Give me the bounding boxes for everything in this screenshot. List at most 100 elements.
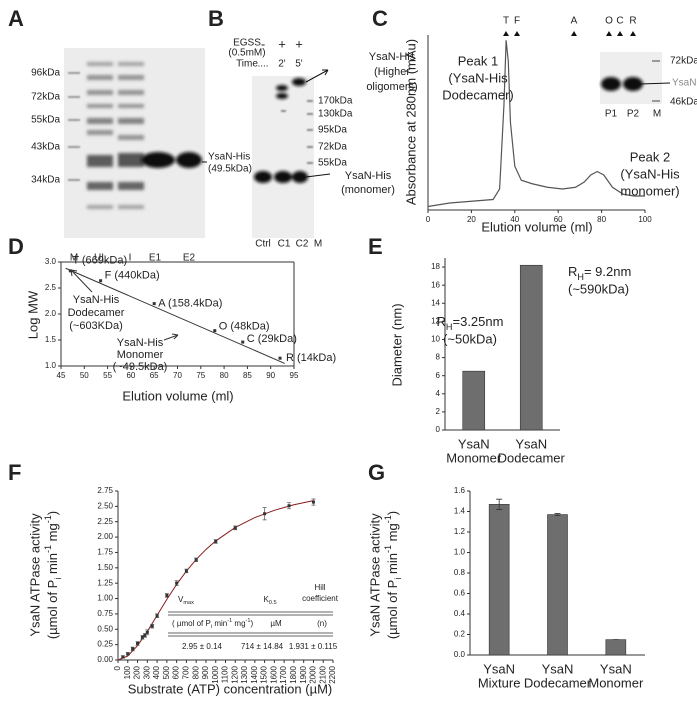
monomer-label: (monomer) bbox=[341, 184, 395, 196]
lane-label: C1 bbox=[278, 239, 291, 250]
y-tick-label: 1.4 bbox=[454, 507, 466, 516]
data-point bbox=[184, 569, 188, 573]
x-tick-label: 1100 bbox=[221, 665, 230, 683]
y-tick-label: 12 bbox=[431, 316, 440, 325]
data-point bbox=[194, 558, 198, 562]
annotation: (~50kDa) bbox=[443, 331, 497, 346]
x-tick-label: 0 bbox=[426, 215, 431, 224]
x-tick-label: 900 bbox=[201, 665, 210, 679]
point-label: O (48kDa) bbox=[219, 321, 270, 333]
data-point bbox=[143, 633, 147, 637]
y-tick-label: 14 bbox=[431, 298, 440, 307]
x-tick-label: 500 bbox=[162, 665, 171, 679]
y-tick-label: 1.0 bbox=[45, 361, 57, 370]
y-axis-label-part: -1 bbox=[383, 545, 393, 553]
x-tick-label: Monomer bbox=[588, 675, 644, 690]
marker bbox=[630, 31, 636, 36]
table-header-part: 0.5 bbox=[269, 600, 277, 606]
y-axis-label: YsaN ATPase activity bbox=[27, 513, 42, 637]
panel-letter: A bbox=[8, 6, 24, 31]
lane-label: C2 bbox=[296, 239, 309, 250]
y-tick-label: 1.25 bbox=[97, 578, 113, 587]
table-header-part: K bbox=[263, 595, 269, 604]
y-tick-label: 0.0 bbox=[454, 650, 466, 659]
x-tick-label: 1800 bbox=[289, 665, 298, 683]
data-point bbox=[68, 269, 72, 273]
ladder-label: 95kDa bbox=[318, 125, 347, 136]
x-tick-label: 55 bbox=[103, 371, 112, 380]
marker-label: F bbox=[514, 16, 520, 27]
table-header: Vmax bbox=[178, 595, 194, 606]
x-tick-label: Mixture bbox=[478, 675, 521, 690]
y-tick-label: 2.25 bbox=[97, 517, 113, 526]
y-tick-label: 2 bbox=[436, 407, 441, 416]
annotation-part: R bbox=[437, 314, 446, 329]
data-point bbox=[241, 340, 245, 344]
x-tick-label: 60 bbox=[126, 371, 135, 380]
ladder-label: 170kDa bbox=[318, 96, 353, 107]
marker bbox=[514, 31, 520, 36]
y-tick-label: 3.0 bbox=[45, 257, 57, 266]
y-tick-label: 10 bbox=[431, 335, 440, 344]
arrow bbox=[70, 269, 93, 293]
oligomer-label: YsaN-His bbox=[369, 51, 416, 63]
y-tick-label: 0.50 bbox=[97, 624, 113, 633]
point-label: T (669kDa) bbox=[72, 255, 127, 267]
ladder-label: 43kDa bbox=[31, 142, 60, 153]
marker-label: O bbox=[605, 16, 613, 27]
x-tick-label: 1200 bbox=[230, 665, 239, 683]
lane-label: P1 bbox=[605, 109, 618, 120]
ladder-label: 46kDa bbox=[670, 97, 697, 108]
y-tick-label: 1.5 bbox=[45, 335, 57, 344]
data-line bbox=[427, 40, 645, 208]
x-tick-label: 2000 bbox=[309, 665, 318, 683]
annotation: (YsaN-His bbox=[620, 166, 680, 181]
point-label: F (440kDa) bbox=[105, 270, 160, 282]
y-axis-label-part: ) bbox=[385, 511, 400, 515]
x-axis-label: Elution volume (ml) bbox=[481, 219, 592, 234]
point-label: R (14kDa) bbox=[286, 352, 336, 364]
time-value: 2' bbox=[278, 59, 286, 70]
data-point bbox=[175, 581, 179, 585]
x-tick-label: 1000 bbox=[211, 665, 220, 683]
data-point bbox=[99, 279, 103, 283]
x-tick-label: YsaN bbox=[458, 436, 490, 451]
y-tick-label: 1.2 bbox=[454, 527, 466, 536]
annotation: YsaN-His bbox=[117, 337, 164, 349]
sign-label: + bbox=[278, 36, 286, 51]
x-tick-label: 40 bbox=[510, 215, 519, 224]
y-tick-label: 0.6 bbox=[454, 589, 466, 598]
data-point bbox=[165, 593, 169, 597]
x-tick-label: 400 bbox=[152, 665, 161, 679]
data-point bbox=[263, 512, 267, 516]
data-point bbox=[213, 329, 217, 333]
annotation: RH= 9.2nm bbox=[568, 264, 631, 282]
x-tick-label: 2200 bbox=[328, 665, 337, 683]
marker bbox=[617, 31, 623, 36]
panel-letter: G bbox=[368, 460, 385, 485]
data-point bbox=[311, 500, 315, 504]
fit-line bbox=[65, 267, 285, 364]
table-header-part: V bbox=[178, 595, 184, 604]
y-tick-label: 0.8 bbox=[454, 568, 466, 577]
x-tick-label: 100 bbox=[123, 665, 132, 679]
y-tick-label: 0.25 bbox=[97, 640, 113, 649]
time-label: Time bbox=[236, 59, 258, 70]
annotation: Peak 1 bbox=[458, 53, 498, 68]
oligomer-label: (Higher bbox=[374, 66, 410, 78]
ladder-label: 55kDa bbox=[31, 115, 60, 126]
y-axis-label-part: mg bbox=[45, 523, 60, 545]
annotation: (~49.5kDa) bbox=[113, 361, 168, 373]
marker-label: C bbox=[616, 16, 623, 27]
ladder-label: 72kDa bbox=[31, 92, 60, 103]
annotation-part: H bbox=[446, 322, 453, 332]
y-tick-label: 2.00 bbox=[97, 532, 113, 541]
lane-label: M bbox=[653, 109, 661, 120]
y-axis-label-part: ) bbox=[45, 511, 60, 515]
ladder-label: 72kDa bbox=[318, 142, 347, 153]
table-header-part: max bbox=[183, 600, 194, 606]
data-point bbox=[126, 652, 130, 656]
y-axis-label-part: (µmol of P bbox=[385, 580, 400, 640]
y-axis-label-part: i bbox=[393, 578, 403, 580]
y-tick-label: 16 bbox=[431, 280, 440, 289]
